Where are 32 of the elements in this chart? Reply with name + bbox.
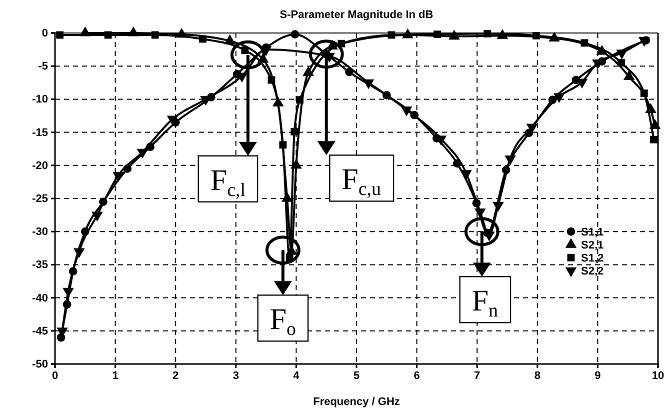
x-tick-label: 8 — [534, 370, 540, 382]
y-tick-label: -50 — [32, 358, 48, 371]
legend-label: S1,2 — [581, 252, 604, 265]
chart-title: S-Parameter Magnitude In dB — [280, 9, 434, 21]
x-axis-title: Frequency / GHz — [313, 396, 400, 408]
y-tick-label: -35 — [32, 259, 48, 272]
y-tick-label: -40 — [32, 292, 48, 304]
annotation: F$_{o}$ — [270, 303, 296, 340]
y-tick-label: -45 — [32, 325, 48, 338]
x-tick-label: 6 — [414, 370, 420, 382]
x-tick-label: 9 — [594, 370, 601, 382]
x-tick-label: 5 — [353, 370, 360, 382]
x-tick-label: 2 — [172, 370, 179, 382]
y-tick-label: 0 — [42, 28, 48, 40]
x-tick-label: 1 — [112, 370, 118, 382]
y-tick-label: -25 — [32, 193, 48, 206]
y-tick-label: -10 — [32, 94, 48, 106]
y-tick-label: -30 — [32, 226, 48, 238]
annotation: F$_{n}$ — [472, 284, 499, 322]
annotation: F$_{c,l}$ — [210, 164, 246, 201]
annotation: F$_{c,u}$ — [342, 163, 382, 200]
y-tick-label: -5 — [38, 60, 48, 73]
x-tick-label: 0 — [52, 370, 58, 382]
x-tick-label: 7 — [474, 370, 480, 382]
legend-label: S2,2 — [581, 266, 604, 278]
x-tick-label: 4 — [293, 370, 300, 382]
legend-label: S1,1 — [581, 226, 604, 239]
x-tick-label: 3 — [232, 370, 239, 382]
y-tick-label: -15 — [32, 126, 48, 139]
x-tick-label: 10 — [652, 370, 664, 382]
legend-label: S2,1 — [581, 240, 604, 252]
y-tick-label: -20 — [32, 160, 48, 172]
